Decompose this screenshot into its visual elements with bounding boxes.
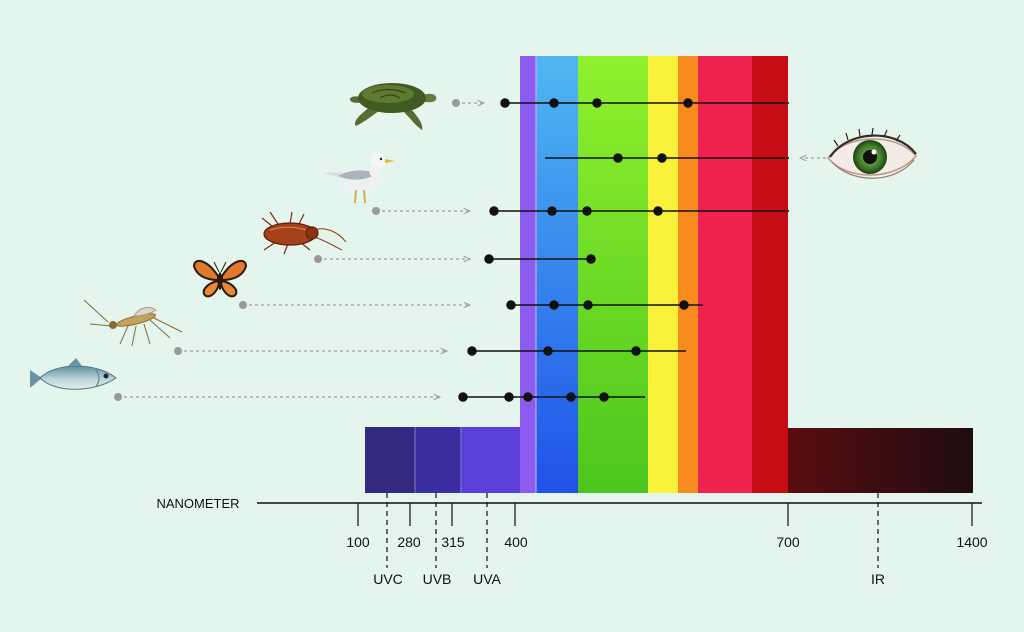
band-green [578,56,648,493]
band-label-ir: IR [871,571,885,587]
range-cockroach [484,254,596,264]
mosquito-icon [83,299,183,347]
band-red [752,56,788,493]
range-butterfly [506,300,703,310]
eye-icon [827,127,917,179]
vision-ranges [458,98,789,402]
band-label-uvb: UVB [423,571,452,587]
tick-label-280: 280 [397,534,421,550]
band-uva [461,427,521,493]
tick-label-700: 700 [776,534,800,550]
butterfly-icon [192,259,248,298]
band-red-pink [698,56,752,493]
tick-label-315: 315 [441,534,465,550]
band-ir [788,428,973,493]
band-label-uva: UVA [473,571,501,587]
guide-arrows [114,99,826,401]
visible-spectrum [520,56,788,493]
range-mosquito [467,346,686,356]
band-uvc [365,427,415,493]
axis-label: NANOMETER [156,496,239,511]
band-blue [536,56,578,493]
turtle-icon [349,83,437,130]
tick-label-100: 100 [346,534,370,550]
range-turtle [500,98,789,108]
range-human [545,153,789,163]
band-uvb [415,427,461,493]
band-orange [678,56,698,493]
uv-bands [365,427,521,493]
band-label-uvc: UVC [373,571,403,587]
band-yellow [648,56,678,493]
range-bird [489,206,789,216]
cockroach-icon [261,211,347,255]
wavelength-axis: NANOMETER 100 280 315 400 700 1400 UVC U… [156,493,988,587]
range-fish [458,392,645,402]
band-violet [520,56,536,493]
fish-icon [30,358,117,390]
tick-label-1400: 1400 [956,534,987,550]
tick-label-400: 400 [504,534,528,550]
bird-icon [322,153,395,204]
